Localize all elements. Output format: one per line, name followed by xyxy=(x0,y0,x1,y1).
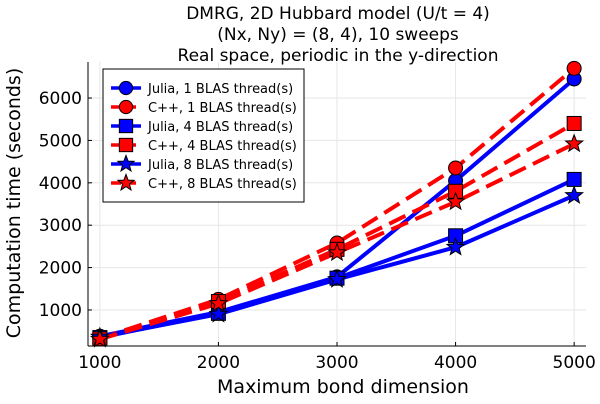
legend-marker xyxy=(118,118,134,134)
data-point xyxy=(208,303,229,323)
chart-title-line: (Nx, Ny) = (8, 4), 10 sweeps xyxy=(217,25,459,45)
legend-label: C++, 1 BLAS thread(s) xyxy=(148,101,297,116)
legend-label: C++, 4 BLAS thread(s) xyxy=(148,139,297,154)
data-point xyxy=(566,171,582,187)
legend-marker xyxy=(118,80,134,96)
y-tick-label: 2000 xyxy=(39,259,82,279)
x-axis-label: Maximum bond dimension xyxy=(217,376,469,398)
data-point xyxy=(445,236,466,256)
x-tick-label: 4000 xyxy=(434,353,477,373)
y-tick-label: 6000 xyxy=(39,89,82,109)
legend-label: Julia, 8 BLAS thread(s) xyxy=(147,158,293,173)
chart-title-line: DMRG, 2D Hubbard model (U/t = 4) xyxy=(186,4,490,24)
data-point xyxy=(445,191,466,211)
x-tick-label: 5000 xyxy=(553,353,596,373)
y-tick-label: 1000 xyxy=(39,301,82,321)
legend-marker xyxy=(118,99,134,115)
legend-marker xyxy=(116,154,136,173)
legend-marker xyxy=(118,137,134,153)
legend: Julia, 1 BLAS thread(s) C++, 1 BLAS threa… xyxy=(102,68,305,203)
x-tick-label: 2000 xyxy=(197,353,240,373)
chart-title-line: Real space, periodic in the y-direction xyxy=(178,46,499,66)
data-point xyxy=(564,185,585,204)
data-point xyxy=(566,60,582,76)
tick-labels: 1000 2000 3000 4000 5000 1000 2000 3000 4000 5000… xyxy=(39,89,596,373)
legend-label: Julia, 4 BLAS thread(s) xyxy=(147,120,293,135)
data-point xyxy=(208,293,229,313)
legend-marker xyxy=(116,173,136,192)
series xyxy=(89,60,585,348)
y-tick-label: 5000 xyxy=(39,131,82,151)
data-point xyxy=(564,133,585,153)
y-tick-label: 4000 xyxy=(39,174,82,194)
data-point xyxy=(327,269,347,288)
data-point xyxy=(327,242,347,262)
y-axis-label: Computation time (seconds) xyxy=(3,68,25,338)
x-tick-label: 3000 xyxy=(315,353,358,373)
legend-label: Julia, 1 BLAS thread(s) xyxy=(147,82,293,97)
legend-label: C++, 8 BLAS thread(s) xyxy=(148,177,297,192)
series-line xyxy=(99,142,576,342)
y-tick-label: 3000 xyxy=(39,216,82,236)
data-point xyxy=(89,328,110,348)
x-tick-label: 1000 xyxy=(78,353,121,373)
data-point xyxy=(566,115,582,131)
chart-title: DMRG, 2D Hubbard model (U/t = 4)(Nx, Ny)… xyxy=(178,4,499,66)
legend-box xyxy=(102,68,305,203)
data-point xyxy=(448,160,464,176)
